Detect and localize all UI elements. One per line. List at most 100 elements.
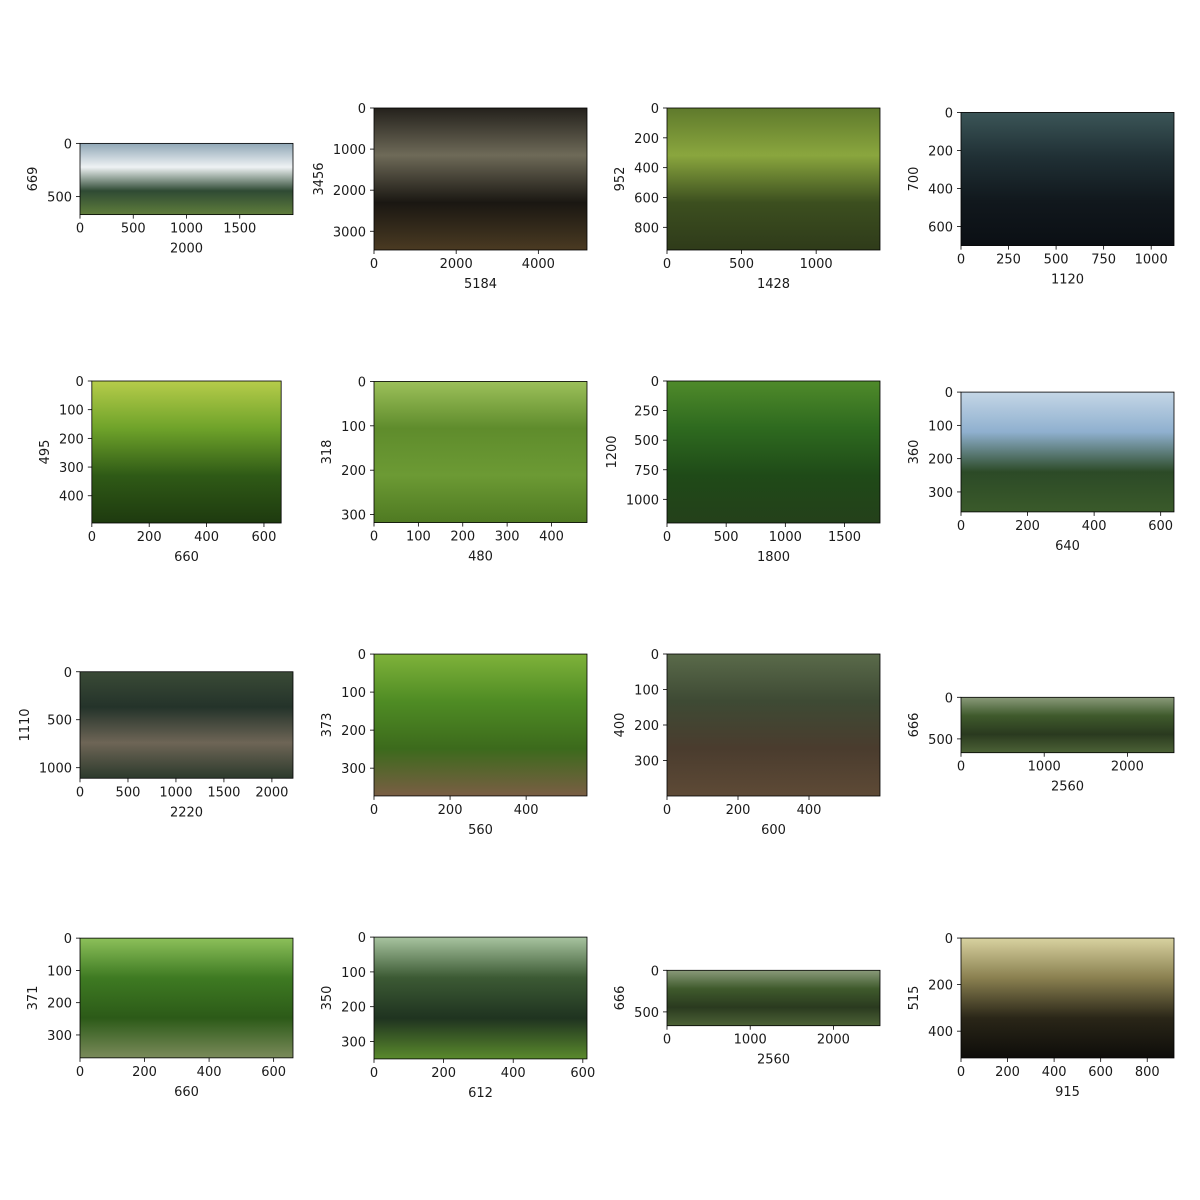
y-tick-label: 200 [47,997,72,1012]
image-panel: 0 200 400 600 0 100 200 300 660 371 [26,932,294,1100]
panel-image [667,970,880,1026]
image-panel: 0 200 400 600 800 0 200 400 915 515 [907,932,1175,1100]
x-tick-label: 0 [76,1065,84,1080]
panel-frame [666,380,881,524]
x-axis-label: 2220 [170,805,203,820]
x-axis-label: 560 [468,823,493,838]
x-tick-label: 200 [431,1066,456,1081]
x-tick-label: 400 [1082,519,1107,534]
x-tick-label: 750 [1091,253,1116,268]
y-tick-label: 0 [651,102,659,117]
y-tick-label: 0 [358,375,366,390]
x-tick-label: 300 [495,530,520,545]
x-axis-label: 1120 [1051,273,1084,288]
x-axis-label: 1428 [757,277,790,292]
y-axis-label: 3456 [312,162,327,195]
y-axis-label: 1110 [18,708,33,741]
x-tick-label: 600 [261,1065,286,1080]
y-tick-label: 0 [64,666,72,681]
x-tick-label: 0 [663,803,671,818]
y-axis-label: 360 [907,440,922,465]
x-axis-label: 600 [761,823,786,838]
panel-frame [79,142,294,216]
y-tick-label: 300 [341,509,366,524]
x-tick-label: 500 [714,530,739,545]
y-tick-label: 200 [341,464,366,479]
x-axis-label: 1800 [757,550,790,565]
y-tick-label: 100 [59,404,84,419]
x-axis-label: 612 [468,1086,493,1101]
y-tick-label: 300 [634,755,659,770]
y-tick-label: 1000 [626,493,659,508]
y-tick-label: 300 [59,461,84,476]
x-tick-label: 0 [957,253,965,268]
y-tick-label: 0 [358,931,366,946]
panel-frame [79,671,294,779]
x-tick-label: 0 [663,1033,671,1048]
x-axis-label: 480 [468,550,493,565]
panel-image [374,381,587,523]
x-tick-label: 0 [370,257,378,272]
y-tick-label: 0 [64,932,72,947]
image-panel: 0 500 1000 1500 0 500 2000 669 [26,137,294,257]
x-tick-label: 200 [132,1065,157,1080]
y-tick-label: 100 [341,966,366,981]
x-tick-label: 0 [370,803,378,818]
y-axis-label: 371 [26,986,41,1011]
x-axis-label: 915 [1055,1085,1080,1100]
x-tick-label: 200 [438,803,463,818]
y-tick-label: 300 [47,1029,72,1044]
y-axis-label: 952 [613,167,628,192]
y-tick-label: 0 [651,648,659,663]
y-tick-label: 200 [634,719,659,734]
x-tick-label: 1000 [734,1033,767,1048]
x-tick-label: 500 [729,257,754,272]
y-axis-label: 495 [38,440,53,465]
x-tick-label: 200 [137,530,162,545]
panel-image [667,108,880,250]
panel-frame [373,381,588,523]
image-panel: 0 500 1000 1500 2000 0 500 1000 2220 1110 [18,666,294,820]
x-tick-label: 800 [1135,1065,1160,1080]
panel-frame [79,937,294,1059]
y-tick-label: 400 [59,490,84,505]
y-tick-label: 0 [358,102,366,117]
x-tick-label: 1000 [1028,760,1061,775]
x-tick-label: 500 [1044,253,1069,268]
panel-image [80,143,293,215]
x-tick-label: 200 [450,530,475,545]
x-tick-label: 0 [957,1065,965,1080]
y-tick-label: 300 [928,486,953,501]
x-tick-label: 0 [663,257,671,272]
x-tick-label: 400 [514,803,539,818]
y-tick-label: 0 [945,106,953,121]
y-axis-label: 1200 [605,435,620,468]
image-panel: 0 250 500 750 1000 0 200 400 600 1120 700 [907,106,1175,288]
panel-frame [666,107,881,251]
panel-frame [373,936,588,1060]
x-tick-label: 400 [197,1065,222,1080]
x-tick-label: 400 [1042,1065,1067,1080]
panel-frame [960,112,1175,246]
y-tick-label: 100 [928,419,953,434]
x-tick-label: 1500 [828,530,861,545]
image-panel: 0 200 400 600 0 100 200 300 640 360 [907,386,1175,554]
panel-frame [960,937,1175,1059]
y-tick-label: 0 [945,691,953,706]
panel-image [374,937,587,1059]
x-tick-label: 1500 [223,222,256,237]
panel-image [961,392,1174,512]
y-tick-label: 500 [47,714,72,729]
image-panel: 0 1000 2000 0 500 2560 666 [907,691,1175,795]
panel-image [91,381,282,523]
y-tick-label: 3000 [333,225,366,240]
y-tick-label: 100 [47,964,72,979]
y-axis-label: 373 [320,713,335,738]
x-tick-label: 1000 [1135,253,1168,268]
y-tick-label: 100 [341,420,366,435]
y-tick-label: 200 [634,132,659,147]
y-axis-label: 350 [320,986,335,1011]
y-tick-label: 2000 [333,184,366,199]
panel-frame [960,391,1175,513]
x-tick-label: 2000 [255,785,288,800]
